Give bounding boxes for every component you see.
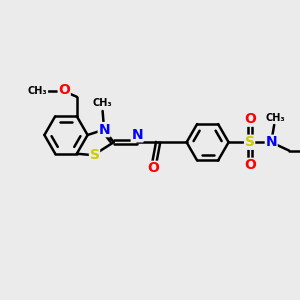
Text: O: O: [58, 83, 70, 97]
Text: O: O: [244, 158, 256, 172]
Text: O: O: [147, 161, 159, 176]
Text: N: N: [131, 128, 143, 142]
Text: O: O: [244, 112, 256, 126]
Text: CH₃: CH₃: [28, 86, 48, 96]
Text: N: N: [266, 135, 277, 149]
Text: S: S: [244, 135, 255, 149]
Text: CH₃: CH₃: [93, 98, 112, 109]
Text: S: S: [89, 148, 100, 162]
Text: CH₃: CH₃: [266, 113, 286, 123]
Text: N: N: [98, 123, 110, 136]
